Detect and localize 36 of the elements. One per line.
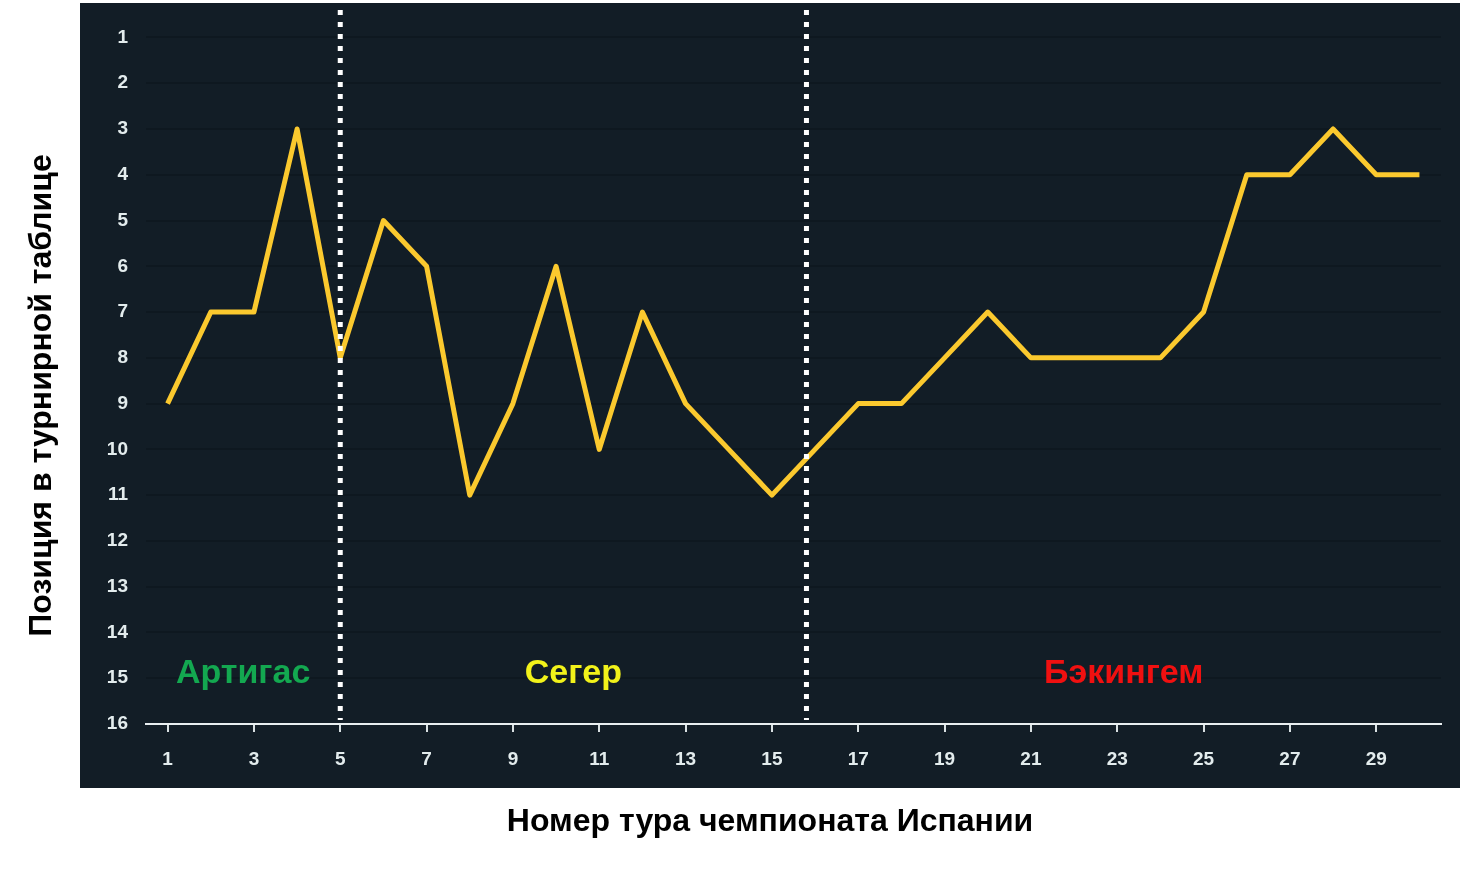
y-tick-label: 7 bbox=[117, 300, 128, 322]
y-tick-label: 15 bbox=[106, 666, 129, 688]
x-tick-label: 19 bbox=[934, 747, 956, 769]
x-tick-label: 27 bbox=[1279, 747, 1301, 769]
x-tick-label: 23 bbox=[1106, 747, 1128, 769]
y-tick-label: 8 bbox=[117, 346, 128, 368]
y-tick-label: 3 bbox=[117, 117, 128, 139]
y-axis-title: Позиция в турнирной таблице bbox=[21, 154, 58, 637]
x-tick-label: 1 bbox=[162, 747, 174, 769]
y-tick-label: 1 bbox=[117, 25, 129, 47]
x-tick-label: 21 bbox=[1020, 747, 1042, 769]
y-tick-label: 14 bbox=[106, 620, 129, 642]
x-tick-label: 11 bbox=[589, 747, 610, 769]
y-tick-label: 16 bbox=[106, 712, 128, 734]
y-tick-label: 10 bbox=[106, 437, 128, 459]
annotation: Сегер bbox=[524, 652, 623, 691]
y-tick-label: 5 bbox=[117, 208, 129, 230]
x-tick-label: 3 bbox=[248, 747, 260, 769]
x-tick-label: 17 bbox=[847, 747, 869, 769]
y-tick-label: 6 bbox=[117, 254, 128, 276]
x-tick-label: 25 bbox=[1193, 747, 1215, 769]
x-tick-label: 9 bbox=[507, 747, 519, 769]
y-tick-label: 11 bbox=[107, 483, 129, 505]
annotation: Бэкингем bbox=[1044, 652, 1204, 691]
x-tick-label: 13 bbox=[675, 747, 697, 769]
y-tick-label: 12 bbox=[106, 529, 128, 551]
annotation: Артигас bbox=[175, 652, 311, 691]
x-tick-label: 15 bbox=[761, 747, 783, 769]
x-axis-title: Номер тура чемпионата Испании bbox=[506, 801, 1034, 838]
y-tick-label: 9 bbox=[117, 391, 128, 413]
x-tick-label: 7 bbox=[421, 747, 432, 769]
x-tick-label: 5 bbox=[334, 747, 346, 769]
y-tick-label: 13 bbox=[106, 574, 128, 596]
y-tick-label: 4 bbox=[117, 163, 129, 184]
x-tick-label: 29 bbox=[1365, 747, 1387, 769]
y-tick-label: 2 bbox=[117, 71, 128, 93]
